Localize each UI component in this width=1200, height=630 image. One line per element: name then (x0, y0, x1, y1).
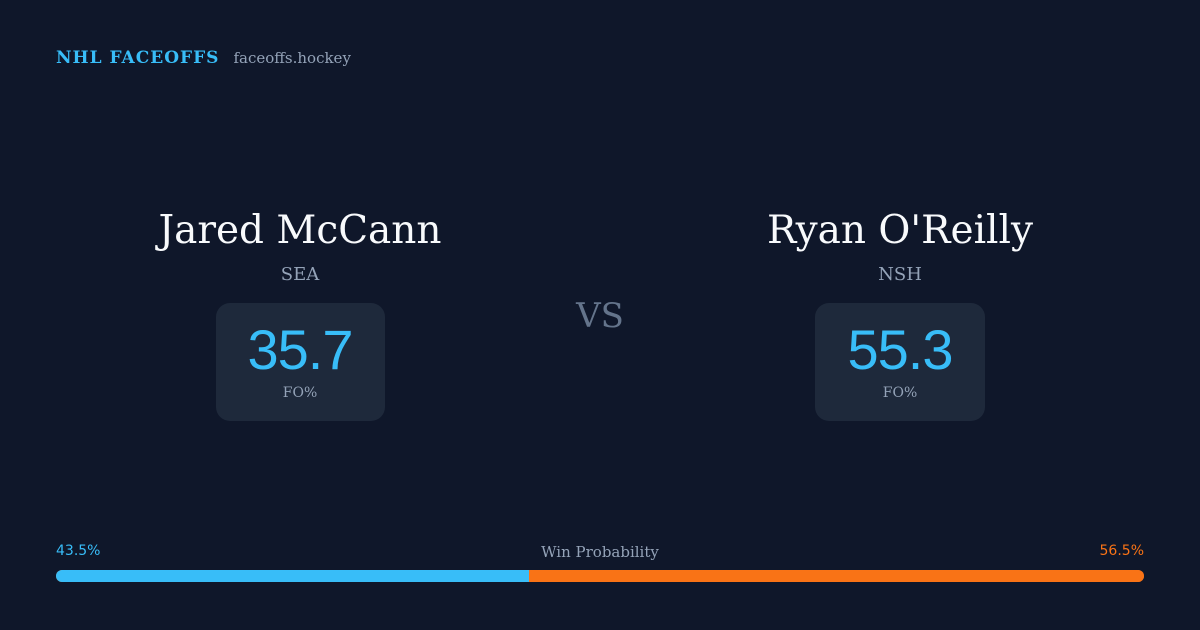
player-card-right: Ryan O'Reilly NSH 55.3 FO% (700, 205, 1100, 421)
player-team: SEA (280, 264, 320, 285)
brand-header: NHL FACEOFFS faceoffs.hockey (56, 48, 351, 68)
faceoff-percentage-label: FO% (882, 385, 918, 401)
win-probability-bar-right (529, 570, 1144, 582)
faceoff-percentage-value: 55.3 (847, 318, 954, 381)
win-probability-labels: 43.5% Win Probability 56.5% (56, 543, 1144, 563)
faceoff-percentage-value: 35.7 (247, 318, 354, 381)
win-probability-bar-left (56, 570, 530, 582)
player-team: NSH (878, 264, 922, 285)
stat-card: 55.3 FO% (815, 303, 985, 421)
brand-name: NHL FACEOFFS (56, 48, 220, 68)
player-name: Ryan O'Reilly (766, 208, 1034, 253)
player-name: Jared McCann (158, 208, 442, 253)
faceoff-percentage-label: FO% (282, 385, 318, 401)
win-probability-title: Win Probability (541, 543, 659, 561)
win-probability-right-label: 56.5% (1099, 543, 1144, 559)
versus-label: VS (576, 296, 624, 336)
win-probability-left-label: 43.5% (56, 543, 101, 559)
stat-card: 35.7 FO% (215, 303, 385, 421)
player-card-left: Jared McCann SEA 35.7 FO% (100, 205, 500, 421)
brand-url: faceoffs.hockey (233, 49, 351, 67)
win-probability-bar (56, 570, 1144, 582)
